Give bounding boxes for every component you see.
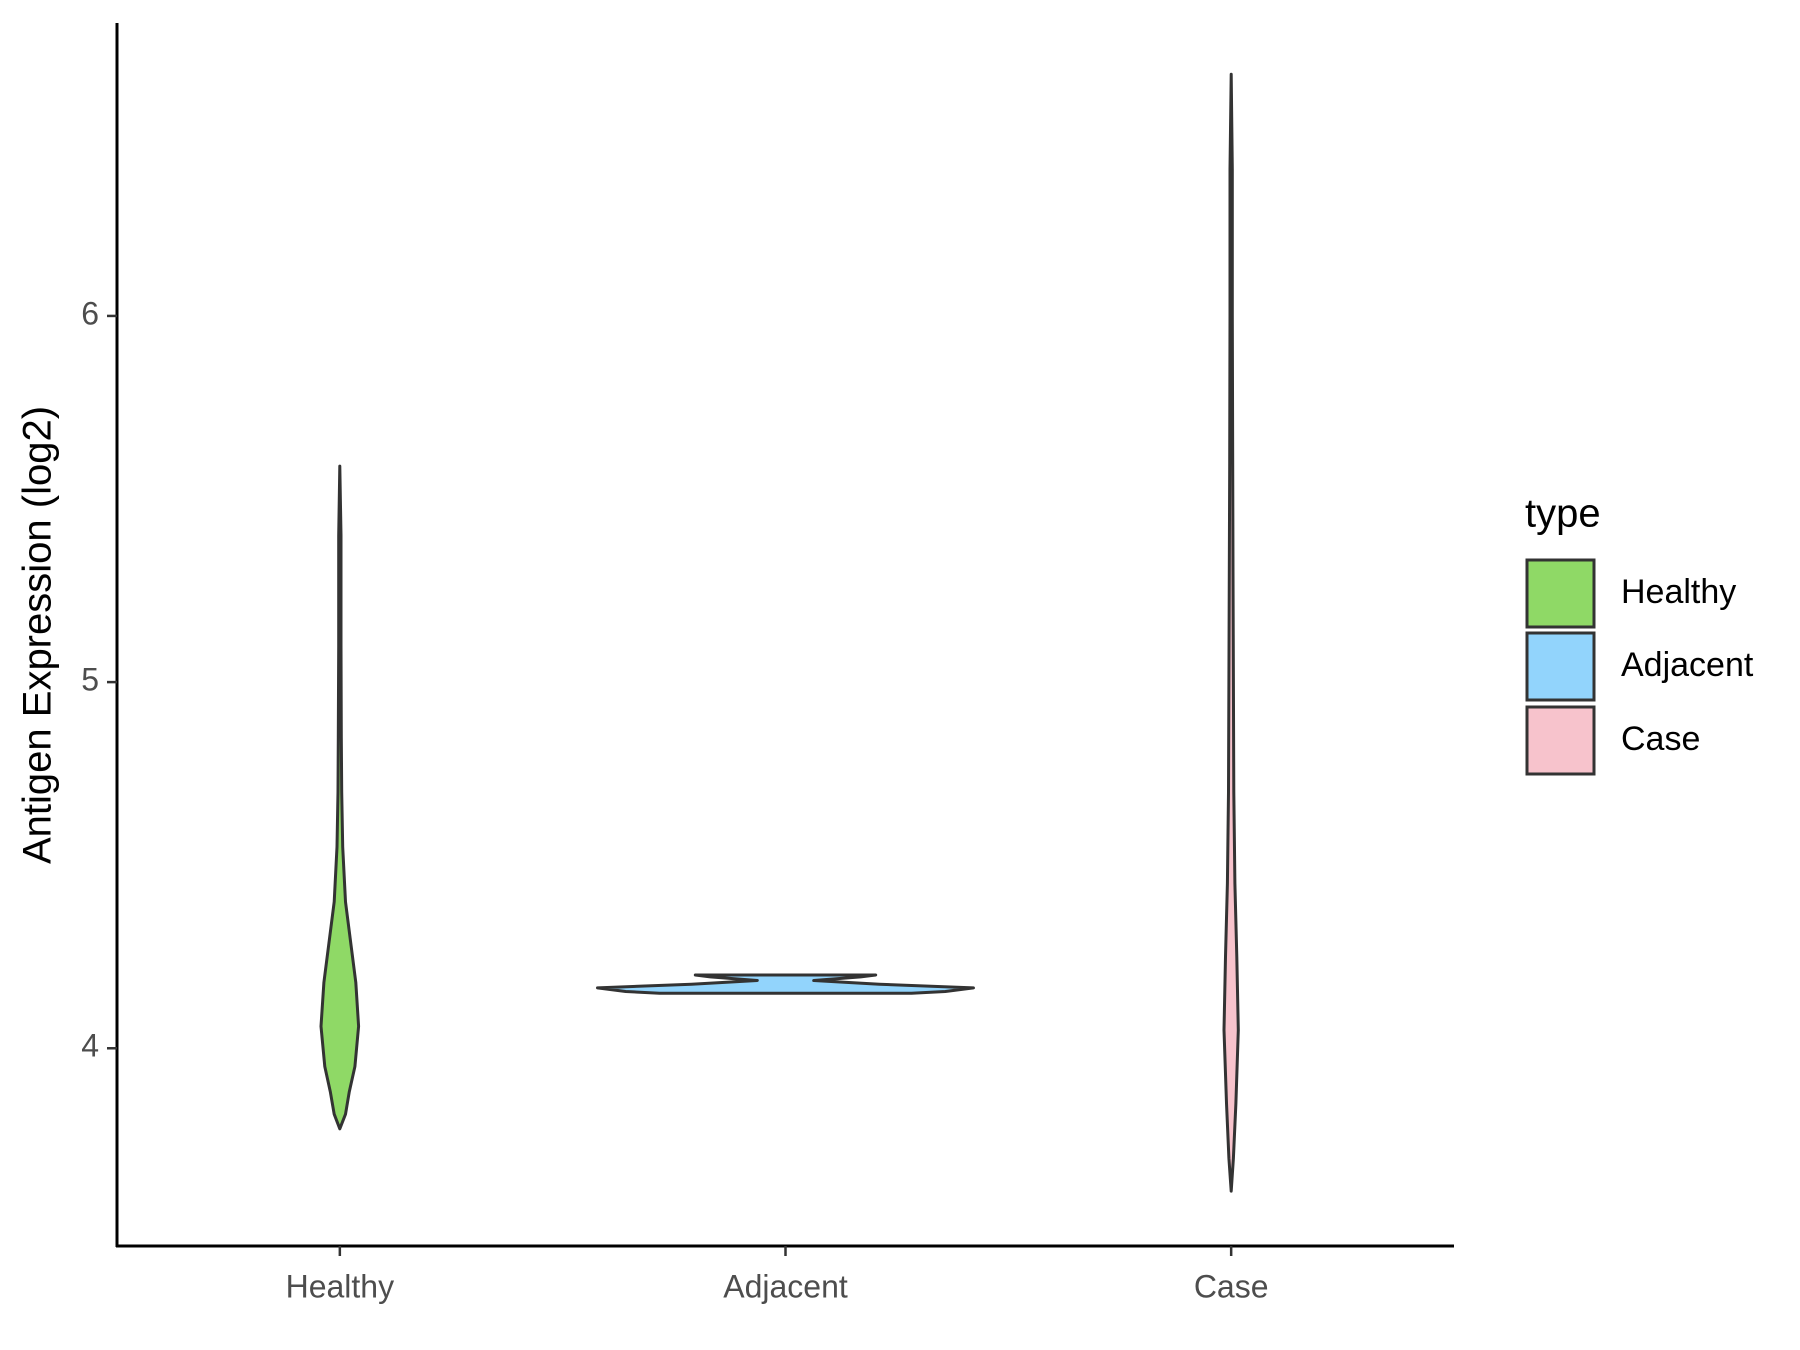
- violin: [319, 464, 361, 1131]
- legend-label: Healthy: [1621, 573, 1736, 611]
- y-axis-title: Antigen Expression (log2): [16, 406, 60, 864]
- x-tick-label: Adjacent: [723, 1268, 848, 1304]
- y-tick-label: 5: [81, 662, 99, 698]
- y-tick-label: 4: [81, 1028, 99, 1064]
- violin: [596, 973, 975, 995]
- y-tick-label: 6: [81, 295, 99, 331]
- legend-key: [1525, 631, 1596, 702]
- legend-label: Case: [1621, 720, 1700, 758]
- legend-key: [1525, 705, 1596, 776]
- x-tick-label: Case: [1194, 1268, 1269, 1304]
- legend-label: Adjacent: [1621, 646, 1754, 684]
- legend-title: type: [1525, 492, 1601, 536]
- violin: [1222, 72, 1240, 1193]
- legend-key: [1525, 558, 1596, 629]
- x-tick-label: Healthy: [286, 1268, 395, 1304]
